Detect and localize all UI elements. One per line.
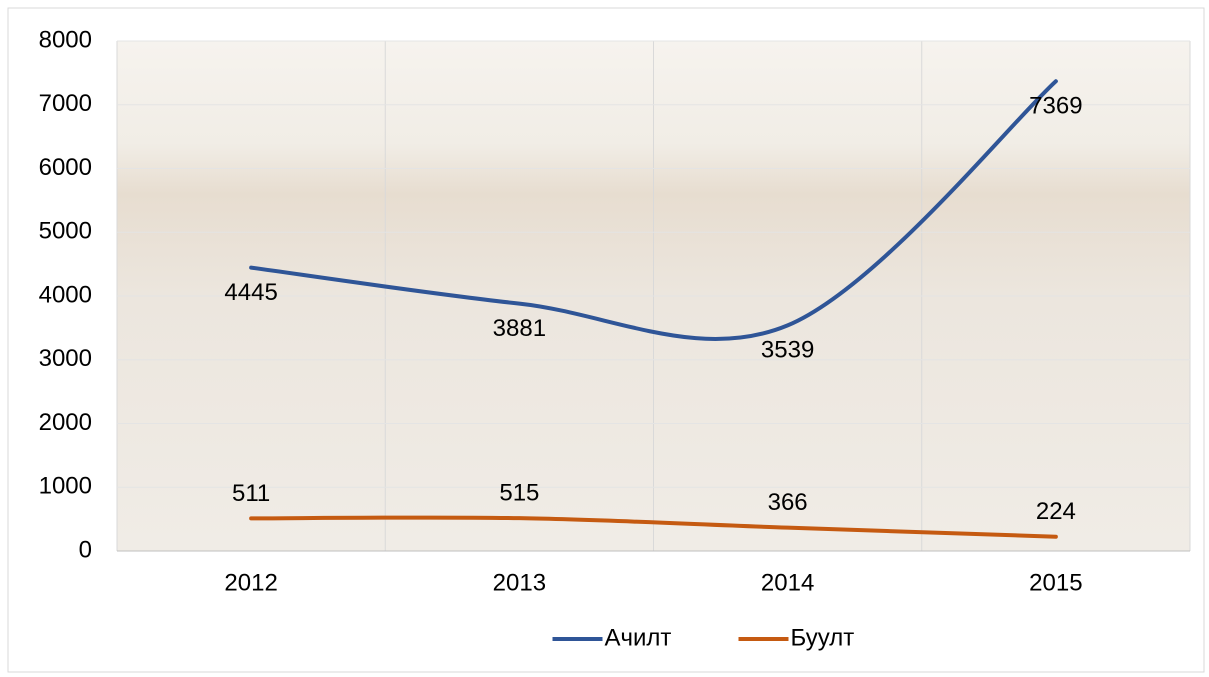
data-label: 7369	[1029, 93, 1082, 120]
legend-label: Буулт	[791, 624, 855, 651]
data-label: 224	[1036, 498, 1076, 525]
data-label: 3881	[493, 315, 546, 342]
y-tick-label: 2000	[39, 409, 92, 436]
y-tick-label: 3000	[39, 345, 92, 372]
data-label: 511	[232, 480, 270, 507]
y-tick-label: 7000	[39, 90, 92, 117]
y-tick-label: 6000	[39, 154, 92, 181]
data-label: 4445	[224, 279, 277, 306]
y-tick-label: 1000	[39, 473, 92, 500]
chart: 0 1000 2000 3000 4000 5000 6000 7000 8000 2012 201…	[0, 0, 1209, 677]
y-tick-label: 5000	[39, 218, 92, 245]
legend-label: Ачилт	[605, 624, 672, 651]
data-label: 3539	[761, 337, 814, 364]
data-label: 515	[499, 480, 539, 507]
y-tick-label: 8000	[39, 26, 92, 53]
x-tick-label: 2014	[761, 569, 814, 596]
data-label: 366	[768, 489, 808, 516]
x-tick-label: 2015	[1029, 569, 1082, 596]
y-tick-label: 4000	[39, 281, 92, 308]
x-tick-label: 2012	[224, 569, 277, 596]
x-tick-label: 2013	[493, 569, 546, 596]
y-tick-label: 0	[79, 536, 92, 563]
